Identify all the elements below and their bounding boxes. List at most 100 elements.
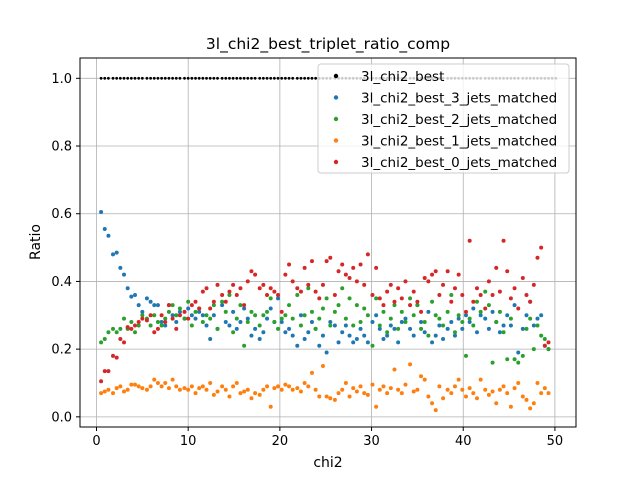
data-point xyxy=(174,76,178,80)
data-point xyxy=(512,303,517,308)
data-point xyxy=(317,296,322,301)
data-point xyxy=(166,386,171,391)
data-point xyxy=(126,76,130,80)
data-point xyxy=(362,306,367,311)
data-point xyxy=(242,76,246,80)
data-point xyxy=(194,76,197,80)
data-point xyxy=(287,303,292,308)
data-point xyxy=(200,320,205,325)
data-point xyxy=(310,76,314,80)
data-point xyxy=(102,389,107,394)
data-point xyxy=(494,320,499,325)
data-point xyxy=(324,350,329,355)
data-point xyxy=(265,76,269,80)
data-point xyxy=(332,323,337,328)
data-point xyxy=(512,386,517,391)
data-point xyxy=(546,391,551,396)
data-point xyxy=(313,387,318,392)
data-point xyxy=(268,404,273,409)
data-point xyxy=(122,272,127,277)
data-point xyxy=(441,323,446,328)
data-point xyxy=(258,76,262,80)
data-point xyxy=(392,367,397,372)
data-point xyxy=(332,309,337,314)
data-point xyxy=(449,391,454,396)
data-point xyxy=(467,316,472,321)
data-point xyxy=(261,387,266,392)
data-point xyxy=(163,76,167,80)
data-point xyxy=(524,292,529,297)
data-point xyxy=(531,347,536,352)
data-point xyxy=(115,76,119,80)
data-point xyxy=(340,330,345,335)
data-point xyxy=(268,306,273,311)
data-point xyxy=(144,387,149,392)
data-point xyxy=(152,330,157,335)
data-point xyxy=(467,238,472,243)
x-tick-label: 0 xyxy=(92,434,100,449)
data-point xyxy=(204,387,209,392)
data-point xyxy=(163,320,168,325)
data-point xyxy=(422,330,427,335)
data-point xyxy=(483,387,488,392)
data-point xyxy=(385,391,390,396)
data-point xyxy=(190,76,194,80)
data-point xyxy=(208,336,213,341)
data-point xyxy=(415,303,420,308)
data-point xyxy=(426,394,431,399)
data-point xyxy=(227,394,232,399)
data-point xyxy=(186,306,191,311)
data-point xyxy=(354,303,359,308)
data-point xyxy=(306,384,311,389)
data-point xyxy=(265,309,270,314)
data-point xyxy=(430,340,435,345)
data-point xyxy=(140,316,145,321)
data-point xyxy=(276,296,281,301)
data-point xyxy=(133,382,138,387)
data-point xyxy=(531,282,536,287)
data-point xyxy=(433,269,438,274)
data-point xyxy=(426,309,431,314)
data-point xyxy=(314,76,318,80)
data-point xyxy=(133,330,138,335)
data-point xyxy=(167,76,171,80)
data-point xyxy=(99,76,103,80)
data-point xyxy=(539,391,544,396)
data-point xyxy=(403,279,408,284)
data-point xyxy=(170,303,175,308)
data-point xyxy=(193,316,198,321)
legend-entry-label: 3l_chi2_best_1_jets_matched xyxy=(361,134,557,150)
data-point xyxy=(295,292,300,297)
data-point xyxy=(411,289,416,294)
data-point xyxy=(497,289,502,294)
data-point xyxy=(178,76,182,80)
data-point xyxy=(408,326,413,331)
data-point xyxy=(505,391,510,396)
data-point xyxy=(324,296,329,301)
data-point xyxy=(478,377,483,382)
data-point xyxy=(283,313,288,318)
data-point xyxy=(182,386,187,391)
data-point xyxy=(234,316,239,321)
data-point xyxy=(215,326,220,331)
data-point xyxy=(238,391,243,396)
data-point xyxy=(324,394,329,399)
data-point xyxy=(129,76,133,80)
data-point xyxy=(265,316,270,321)
data-point xyxy=(211,313,216,318)
data-point xyxy=(227,292,232,297)
data-point xyxy=(396,340,401,345)
data-point xyxy=(257,286,262,291)
data-point xyxy=(118,336,123,341)
data-point xyxy=(298,289,303,294)
data-point xyxy=(170,316,175,321)
data-point xyxy=(516,306,521,311)
data-point xyxy=(516,360,521,365)
data-point xyxy=(234,380,239,385)
data-point xyxy=(374,296,379,301)
data-point xyxy=(186,316,191,321)
data-point xyxy=(546,347,551,352)
data-point xyxy=(223,309,228,314)
data-point xyxy=(332,397,337,402)
